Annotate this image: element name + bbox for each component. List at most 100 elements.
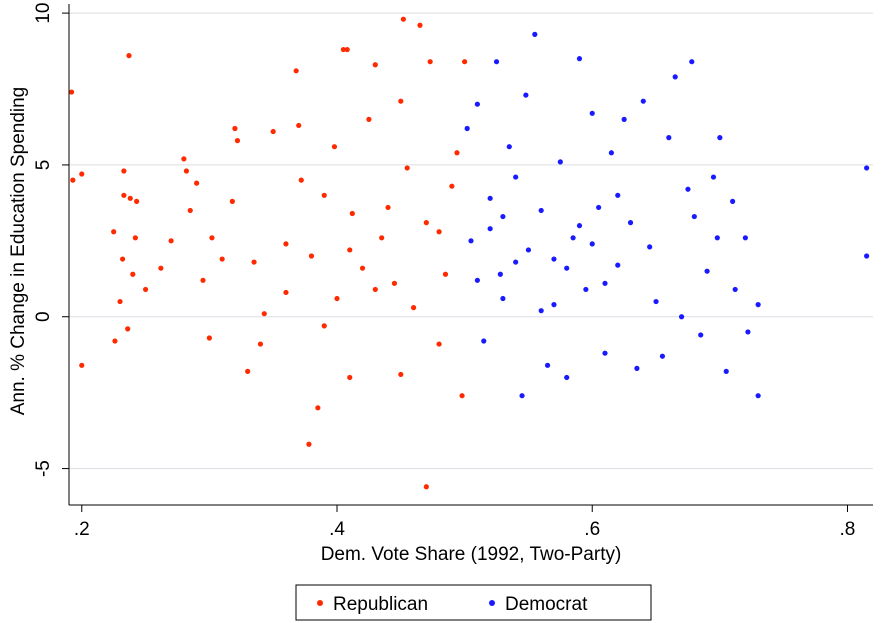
axes <box>68 4 873 506</box>
data-point-democrat <box>500 213 506 220</box>
data-point-democrat <box>589 110 595 116</box>
data-point-democrat <box>710 174 717 180</box>
data-point-republican <box>436 229 442 235</box>
data-point-republican <box>417 22 423 28</box>
data-point-republican <box>130 271 136 277</box>
data-point-republican <box>251 259 257 265</box>
data-point-republican <box>219 256 225 262</box>
data-point-democrat <box>634 365 640 371</box>
y-axis-title: Ann. % Change in Education Spending <box>8 87 29 416</box>
data-point-republican <box>334 295 340 302</box>
data-point-republican <box>79 171 85 177</box>
data-point-democrat <box>659 353 666 359</box>
data-point-democrat <box>493 59 500 65</box>
data-point-democrat <box>538 308 544 314</box>
data-point-democrat <box>551 302 557 308</box>
data-point-republican <box>410 305 417 311</box>
data-point-republican <box>261 311 267 317</box>
data-point-democrat <box>755 393 761 399</box>
data-point-democrat <box>615 262 621 268</box>
data-point-republican <box>183 168 190 174</box>
data-point-republican <box>245 368 251 374</box>
data-point-republican <box>142 286 149 293</box>
data-point-republican <box>340 46 346 53</box>
legend-marker-republican <box>317 600 323 606</box>
data-point-republican <box>306 441 312 447</box>
data-point-republican <box>187 207 193 214</box>
data-point-democrat <box>513 174 519 180</box>
gridlines <box>69 12 873 470</box>
legend-marker-democrat <box>489 600 495 606</box>
data-point-republican <box>398 371 404 378</box>
data-point-republican <box>385 204 391 211</box>
data-point-republican <box>298 177 304 183</box>
data-point-democrat <box>717 135 723 141</box>
data-point-republican <box>404 165 410 171</box>
data-point-democrat <box>602 280 608 286</box>
data-point-republican <box>168 238 174 244</box>
data-point-democrat <box>487 226 493 232</box>
data-point-republican <box>200 277 206 283</box>
y-tick-label: -5 <box>33 460 54 477</box>
x-tick-label: .6 <box>584 519 600 540</box>
data-point-democrat <box>621 116 627 122</box>
data-point-democrat <box>513 259 519 265</box>
data-point-democrat <box>576 56 583 62</box>
data-point-republican <box>229 198 235 204</box>
data-point-republican <box>321 323 327 329</box>
data-point-democrat <box>538 207 544 214</box>
data-point-republican <box>454 150 460 156</box>
data-point-republican <box>270 128 276 135</box>
data-point-republican <box>257 341 264 347</box>
data-point-democrat <box>689 59 695 65</box>
data-point-republican <box>232 125 238 132</box>
data-point-republican <box>379 235 385 241</box>
data-point-democrat <box>468 238 474 244</box>
data-point-democrat <box>523 92 529 98</box>
data-point-republican <box>134 198 140 204</box>
data-point-republican <box>427 59 433 65</box>
data-point-republican <box>359 265 366 271</box>
legend: Republican Democrat <box>295 584 652 621</box>
data-point-democrat <box>864 253 870 259</box>
data-point-republican <box>344 46 350 53</box>
data-point-republican <box>125 326 131 332</box>
data-point-democrat <box>525 247 532 253</box>
data-point-republican <box>121 168 127 174</box>
data-point-republican <box>68 89 75 95</box>
data-point-democrat <box>487 195 493 201</box>
data-point-republican <box>436 341 442 347</box>
data-point-democrat <box>464 125 470 132</box>
data-point-democrat <box>608 150 614 156</box>
data-point-democrat <box>615 192 621 198</box>
data-point-democrat <box>647 244 653 250</box>
data-point-republican <box>70 177 76 183</box>
series-republican <box>68 16 468 490</box>
data-point-democrat <box>732 286 738 293</box>
data-point-republican <box>126 53 132 59</box>
data-point-democrat <box>672 74 678 80</box>
data-point-republican <box>321 192 327 198</box>
data-point-republican <box>372 286 378 293</box>
legend-label-democrat: Democrat <box>505 594 588 615</box>
data-point-democrat <box>544 362 551 368</box>
data-point-democrat <box>497 271 503 277</box>
data-point-democrat <box>557 159 563 165</box>
data-point-democrat <box>474 277 480 283</box>
x-axis-ticks: .2 .4 .6 .8 <box>74 505 855 540</box>
data-point-democrat <box>474 101 480 107</box>
data-point-republican <box>234 138 241 144</box>
data-point-democrat <box>589 241 595 247</box>
data-point-democrat <box>864 165 870 171</box>
data-point-republican <box>315 405 321 411</box>
data-point-republican <box>181 156 187 162</box>
data-point-republican <box>112 338 118 344</box>
data-point-democrat <box>564 374 570 381</box>
data-point-democrat <box>730 198 736 204</box>
data-point-democrat <box>666 135 672 141</box>
data-point-republican <box>391 280 398 286</box>
data-point-republican <box>423 484 429 490</box>
data-point-republican <box>449 183 455 189</box>
data-point-republican <box>400 16 406 22</box>
data-point-republican <box>283 241 289 247</box>
